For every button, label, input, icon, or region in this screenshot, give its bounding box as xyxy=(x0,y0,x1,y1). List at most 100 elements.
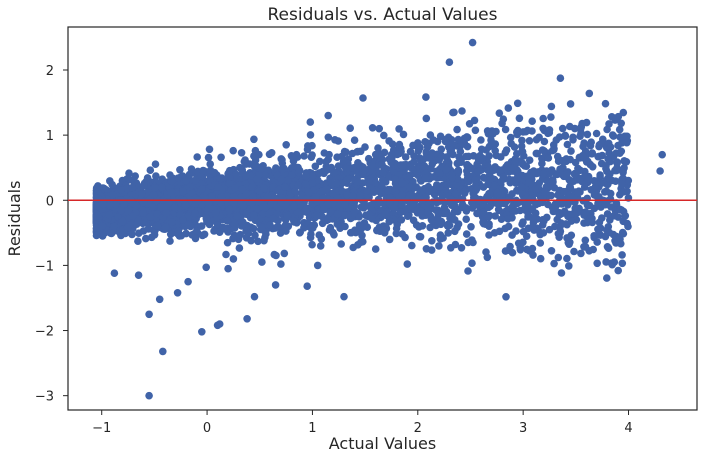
cloud-point xyxy=(412,221,421,229)
cloud-point xyxy=(281,183,289,191)
cloud-point xyxy=(266,221,274,229)
outlier-point xyxy=(468,38,477,47)
x-tick-label: 3 xyxy=(519,421,527,436)
cloud-point xyxy=(467,223,475,231)
cloud-point xyxy=(563,140,572,149)
cloud-point xyxy=(242,171,251,180)
cloud-point xyxy=(603,274,611,282)
cloud-point xyxy=(536,239,545,247)
cloud-point xyxy=(594,225,602,234)
cloud-point xyxy=(406,147,415,156)
cloud-point xyxy=(567,231,576,240)
cloud-point xyxy=(295,229,304,237)
cloud-point xyxy=(290,217,298,225)
y-tick-label: −2 xyxy=(35,325,54,340)
cloud-point xyxy=(236,230,244,239)
cloud-point xyxy=(253,175,261,183)
cloud-point xyxy=(577,129,585,137)
cloud-point xyxy=(555,210,564,219)
cloud-point xyxy=(198,185,206,193)
cloud-point xyxy=(416,233,425,241)
cloud-point xyxy=(604,244,613,252)
x-tick-label: 4 xyxy=(624,421,632,436)
cloud-point xyxy=(408,241,416,250)
cloud-point xyxy=(601,232,610,241)
cloud-point xyxy=(233,212,242,221)
cloud-point xyxy=(606,195,615,203)
cloud-point xyxy=(470,116,479,125)
y-tick-label: −1 xyxy=(35,259,54,274)
cloud-point xyxy=(453,207,462,216)
cloud-point xyxy=(408,191,417,200)
cloud-point xyxy=(570,247,578,256)
cloud-point xyxy=(308,151,316,159)
outlier-point xyxy=(159,347,167,356)
cloud-point xyxy=(162,209,170,217)
outlier-point xyxy=(250,292,259,301)
outlier-point xyxy=(271,281,280,289)
cloud-point xyxy=(566,155,574,164)
cloud-point xyxy=(341,164,350,172)
cloud-point xyxy=(166,171,174,179)
cloud-point xyxy=(105,201,114,210)
cloud-point xyxy=(590,177,598,185)
outlier-point xyxy=(229,255,238,263)
cloud-point xyxy=(339,157,348,166)
cloud-point xyxy=(333,210,342,218)
outlier-point xyxy=(110,269,119,278)
cloud-point xyxy=(421,169,430,178)
cloud-point xyxy=(617,147,626,156)
cloud-point xyxy=(409,141,417,150)
cloud-point xyxy=(561,131,569,140)
cloud-point xyxy=(138,190,146,198)
cloud-point xyxy=(618,228,627,237)
cloud-point xyxy=(517,183,526,191)
cloud-point xyxy=(474,167,482,176)
cloud-point xyxy=(306,223,315,232)
cloud-point xyxy=(179,187,187,196)
cloud-point xyxy=(377,153,385,161)
cloud-point xyxy=(583,130,592,139)
cloud-point xyxy=(343,191,351,199)
cloud-point xyxy=(565,240,573,248)
cloud-point xyxy=(208,192,216,201)
outlier-point xyxy=(371,245,380,253)
cloud-point xyxy=(199,166,207,175)
cloud-point xyxy=(236,163,244,172)
cloud-point xyxy=(611,177,620,185)
cloud-point xyxy=(426,223,434,232)
cloud-point xyxy=(606,143,615,151)
cloud-point xyxy=(269,214,278,223)
cloud-point xyxy=(146,213,155,221)
outlier-point xyxy=(313,261,322,270)
cloud-point xyxy=(449,150,457,159)
cloud-point xyxy=(398,230,407,238)
cloud-point xyxy=(300,152,308,160)
cloud-point xyxy=(151,184,159,192)
cloud-point xyxy=(539,114,547,123)
outlier-point xyxy=(484,130,493,138)
cloud-point xyxy=(229,234,237,243)
cloud-point xyxy=(501,247,510,255)
cloud-point xyxy=(536,254,545,263)
outlier-point xyxy=(616,133,624,141)
cloud-point xyxy=(398,191,406,199)
cloud-point xyxy=(529,251,537,259)
cloud-point xyxy=(552,202,560,211)
cloud-point xyxy=(398,179,407,188)
cloud-point xyxy=(462,215,471,223)
cloud-point xyxy=(442,165,451,174)
cloud-point xyxy=(581,236,590,245)
cloud-point xyxy=(324,215,333,224)
cloud-point xyxy=(577,249,585,258)
outlier-point xyxy=(566,100,575,108)
cloud-point xyxy=(214,183,222,191)
cloud-point xyxy=(441,137,450,146)
cloud-point xyxy=(582,158,591,166)
cloud-point xyxy=(483,253,492,262)
cloud-point xyxy=(565,262,573,270)
outlier-point xyxy=(198,328,206,336)
cloud-point xyxy=(580,183,589,191)
cloud-point xyxy=(511,155,520,163)
cloud-point xyxy=(414,147,423,155)
